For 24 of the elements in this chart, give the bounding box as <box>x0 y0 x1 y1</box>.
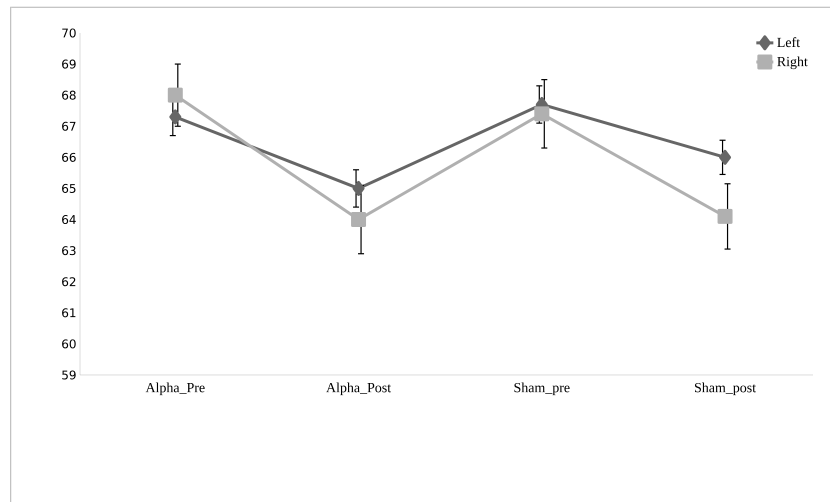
y-tick-label: 65 <box>62 184 76 193</box>
y-tick-label: 64 <box>62 215 76 224</box>
point <box>169 109 182 124</box>
y-tick-label: 62 <box>62 277 76 286</box>
x-tick-label: Sham_pre <box>514 382 570 396</box>
point <box>352 180 365 196</box>
point <box>718 208 733 224</box>
y-tick-label: 69 <box>62 60 76 69</box>
legend-label: Left <box>777 37 800 48</box>
y-tick-label: 68 <box>62 90 76 100</box>
point <box>351 212 366 228</box>
y-tick-label: 70 <box>62 28 76 38</box>
y-tick-label: 59 <box>62 370 76 380</box>
y-tick-label: 67 <box>62 122 76 131</box>
point <box>719 150 732 165</box>
point <box>168 88 183 103</box>
y-tick-label: 63 <box>62 246 76 256</box>
x-tick-label: Sham_post <box>694 382 756 396</box>
y-tick-label: 61 <box>62 308 76 318</box>
legend-label: Right <box>777 56 808 70</box>
y-tick-label: 60 <box>62 339 76 348</box>
y-tick-label: 66 <box>62 152 76 162</box>
x-tick-label: Alpha_Pre <box>146 382 205 396</box>
x-tick-label: Alpha_Post <box>326 382 392 396</box>
